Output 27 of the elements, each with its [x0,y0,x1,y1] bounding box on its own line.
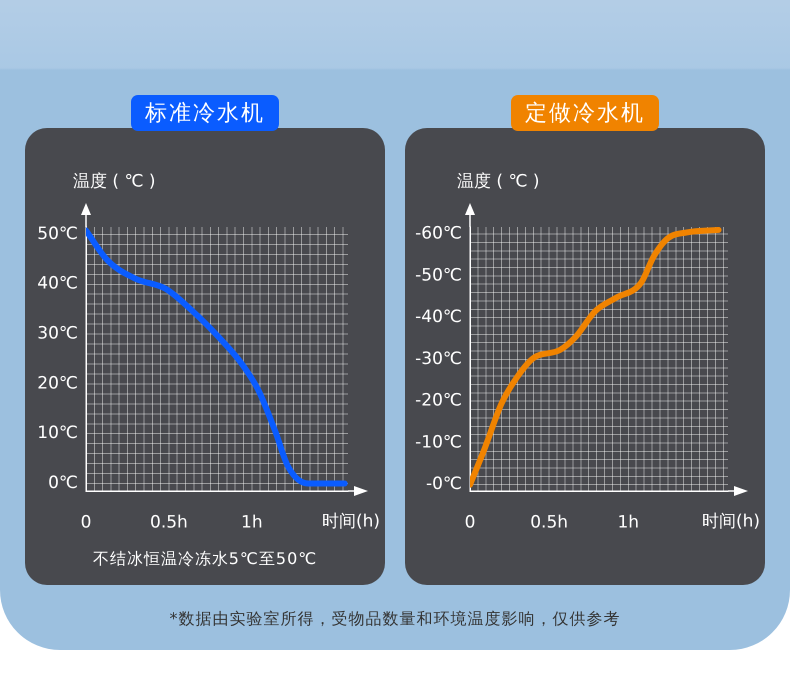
y-tick-label: -10℃ [415,432,462,452]
text: *数据由实验室所得，受物品数量和环境温度影响，仅供参考 [168,609,622,630]
y-tick-label: -40℃ [415,307,462,328]
y-axis-title: 温度 ( ℃ ) [457,171,540,192]
x-tick-label: 0.5h [530,512,568,533]
y-tick-label: -30℃ [415,348,462,369]
y-tick-label: 10℃ [37,423,78,444]
y-tick-label: 0℃ [48,472,78,493]
y-tick-label: -0℃ [426,474,462,494]
x-tick-label: 0 [80,512,92,533]
text: 不结冰恒温冷冻水5℃至50℃ [92,549,318,570]
y-tick-label: 40℃ [37,274,78,294]
chart-title: 定做冷水机 [511,95,659,131]
y-tick-label: -60℃ [415,224,462,244]
x-axis-title: 时间(h) [702,511,760,532]
y-tick-label: 20℃ [37,373,78,394]
y-tick-label: 30℃ [37,324,78,344]
chart-title: 标准冷水机 [131,95,279,131]
x-tick-label: 0 [464,512,476,533]
y-tick-label: 50℃ [37,224,78,244]
y-tick-label: -20℃ [415,390,462,411]
x-tick-label: 1h [241,512,263,533]
x-tick-label: 1h [617,512,640,533]
y-tick-label: -50℃ [415,265,462,286]
x-tick-label: 0.5h [150,512,188,533]
y-axis-title: 温度 ( ℃ ) [73,171,156,192]
x-axis-title: 时间(h) [322,511,380,532]
